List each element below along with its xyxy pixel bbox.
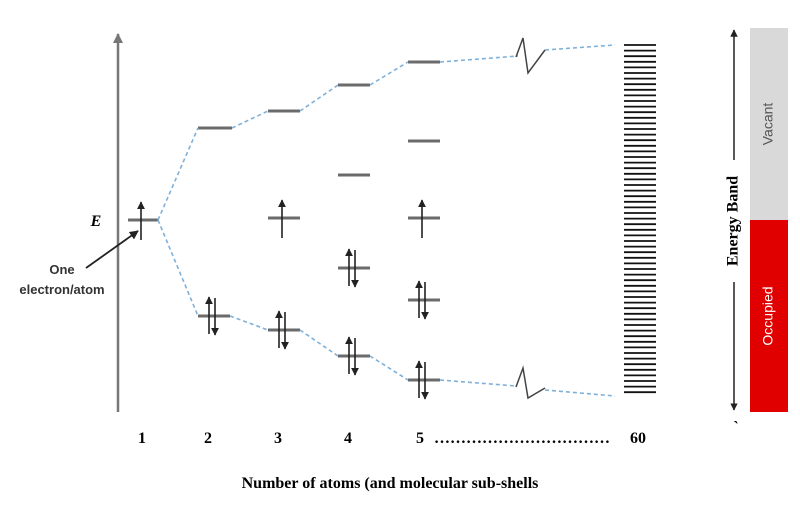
x-label: 5 (416, 430, 424, 447)
x-label: 4 (344, 430, 352, 447)
occupied-label: Occupied (760, 286, 776, 345)
band-label: Energy Band (725, 176, 742, 266)
x-title: Number of atoms (and molecular sub-shell… (242, 475, 539, 492)
x-label: 1 (138, 430, 146, 447)
vacant-label: Vacant (760, 103, 776, 146)
annotation-arrow (85, 230, 139, 269)
band-lines (624, 44, 656, 394)
x-label: …………………………… (434, 430, 610, 447)
x-label: 3 (274, 430, 282, 447)
band-label-bg (722, 160, 746, 282)
annotation: electron/atom (19, 282, 104, 297)
x-label: 60 (630, 430, 646, 447)
stray-mark: ` (733, 419, 738, 436)
vacant-region (750, 28, 788, 220)
energy-label: E (90, 213, 102, 230)
annotation: One (49, 262, 74, 277)
x-label: 2 (204, 430, 212, 447)
levels (128, 60, 440, 400)
occupied-region (750, 220, 788, 412)
connectors (157, 37, 616, 400)
